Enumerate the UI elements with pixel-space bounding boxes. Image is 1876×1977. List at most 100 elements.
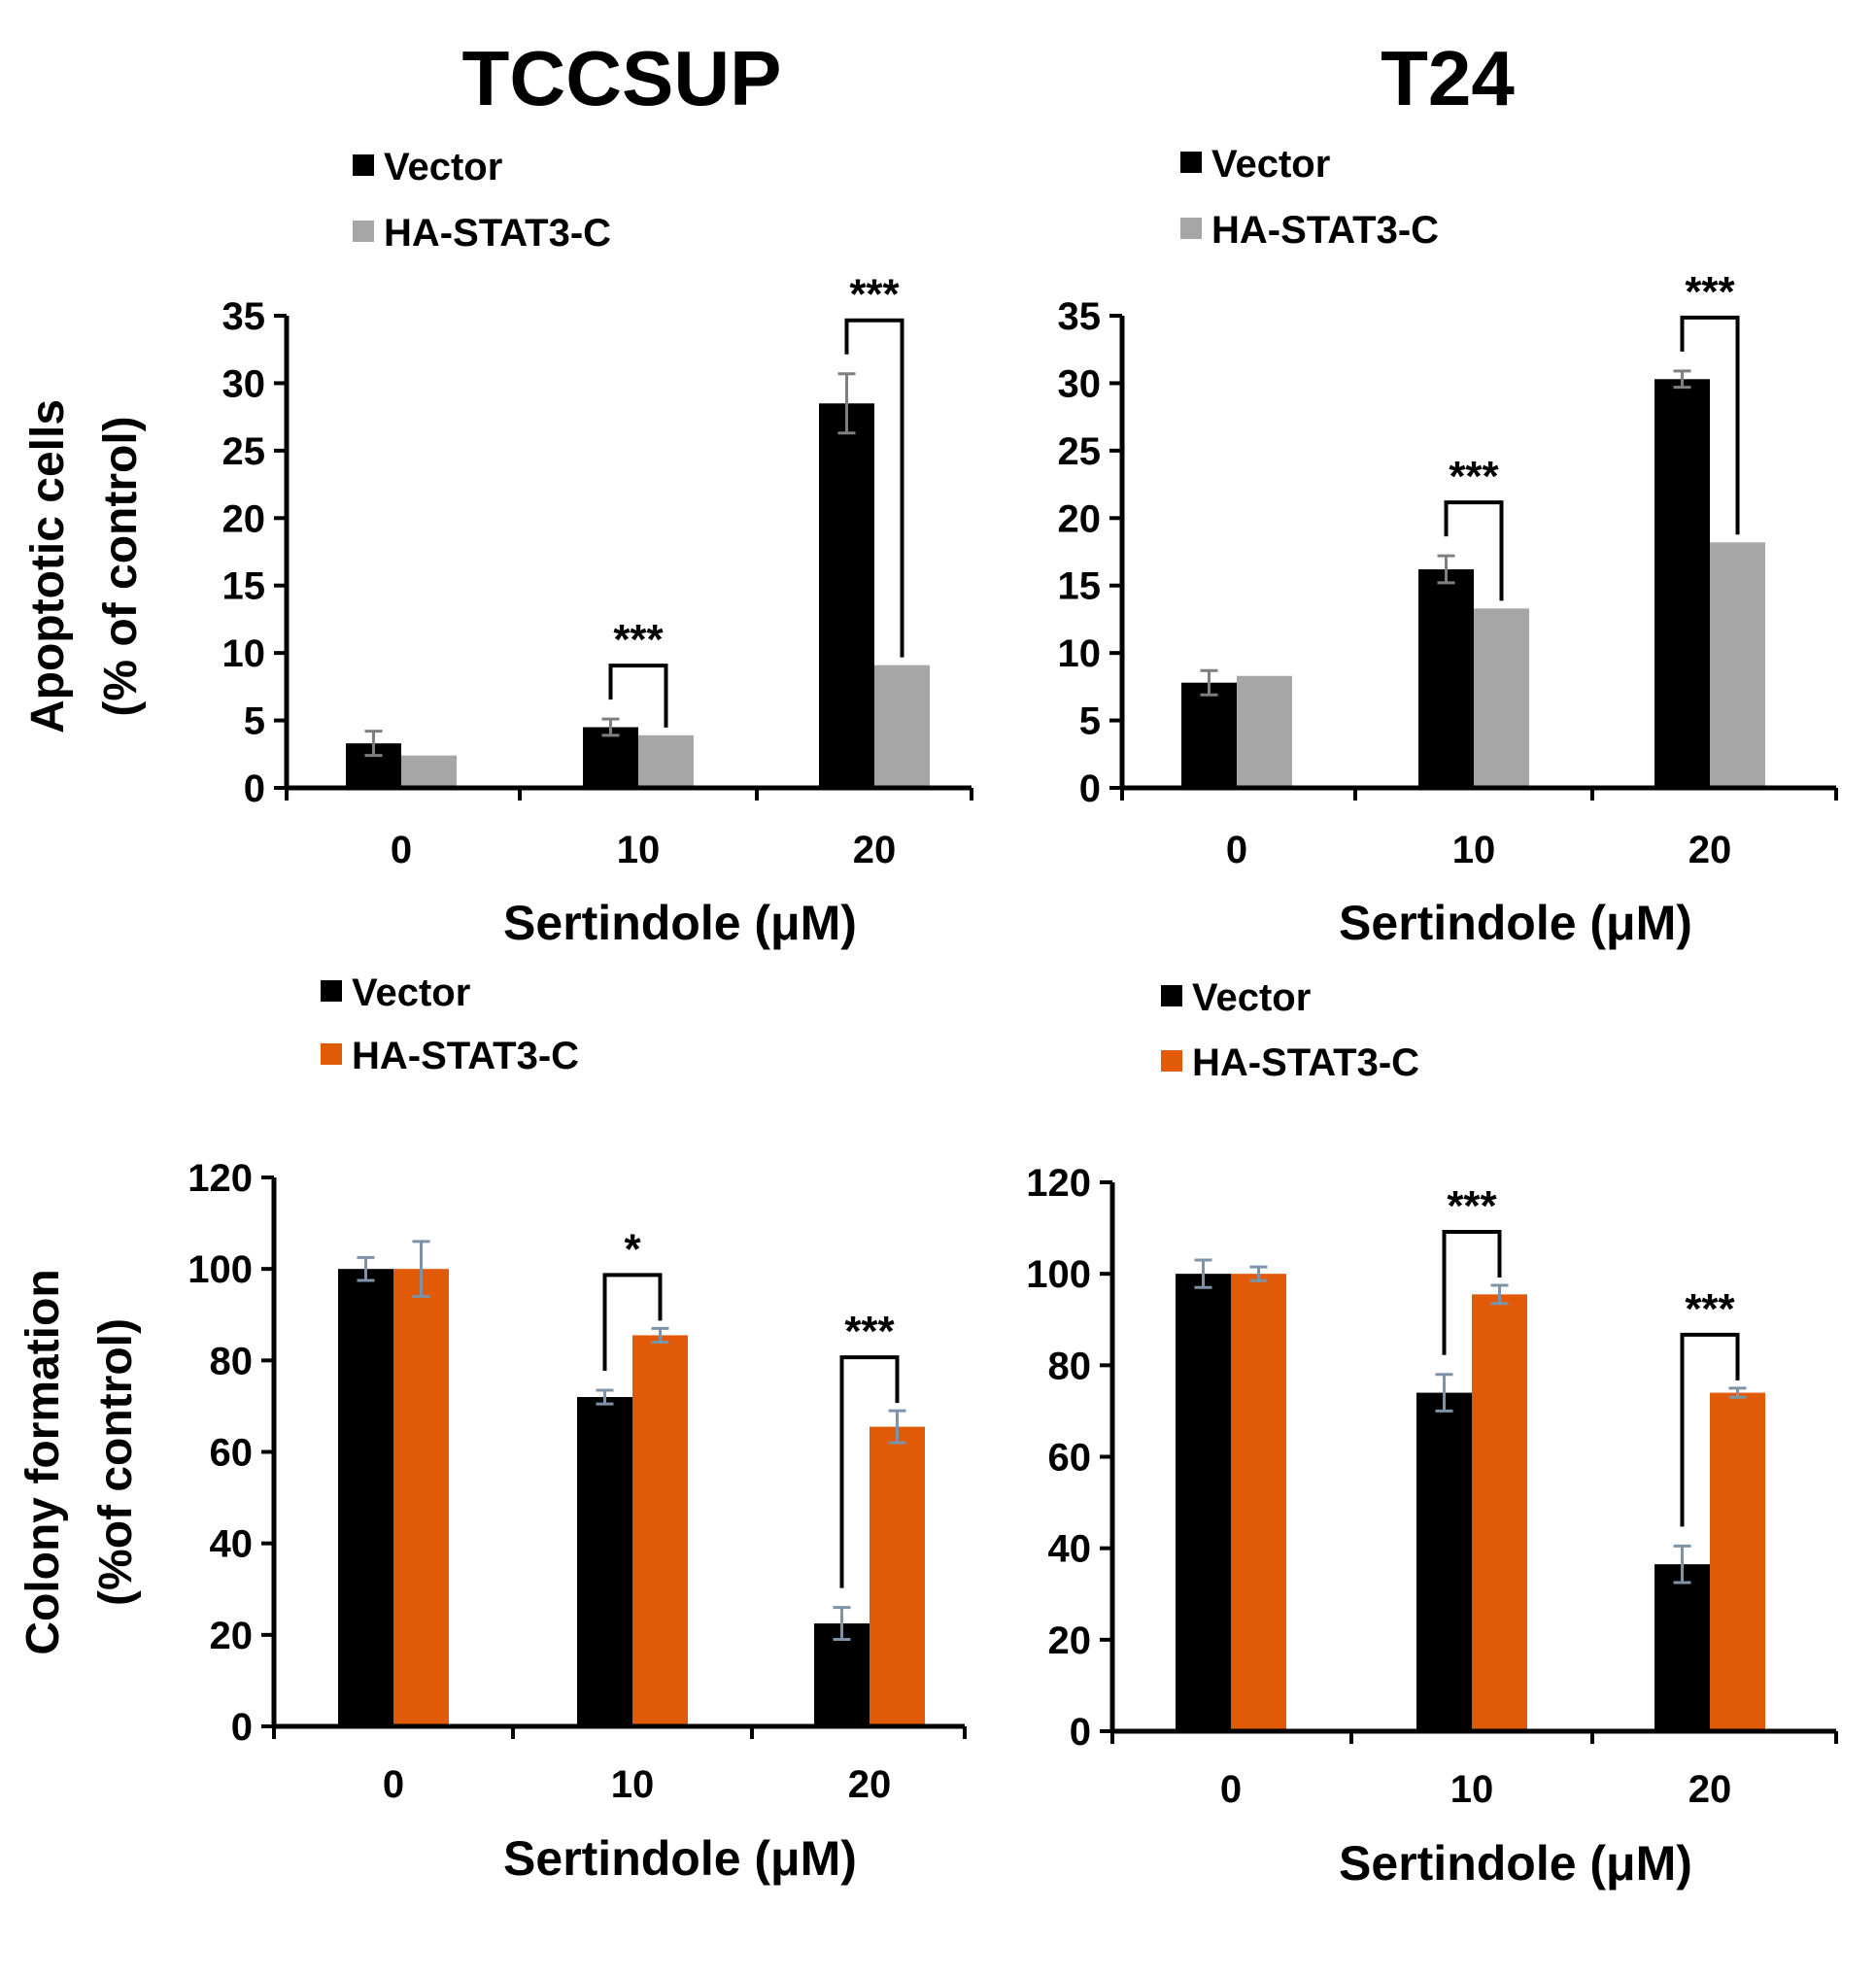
- legend-label-vector: Vector: [352, 971, 470, 1014]
- legend-label-ha-stat3-c: HA-STAT3-C: [1211, 209, 1439, 252]
- chart-panels: Vector HA-STAT3-C 0 5 10 15 20 25 30 35 0 10 20 Serti…: [17, 143, 1838, 1891]
- bracket-line: [1444, 500, 1504, 601]
- x-tick-label: 20: [853, 829, 897, 871]
- y-axis-label-line-1: Apoptotic cells: [22, 399, 74, 733]
- y-tick-label: 15: [222, 565, 266, 608]
- x-tick-label: 10: [617, 829, 661, 871]
- significance-stars: ***: [844, 1308, 895, 1355]
- bar-ha-stat3-c-10: [638, 734, 694, 788]
- bar-vector-20: [1654, 379, 1710, 788]
- bracket-line: [1680, 1332, 1740, 1527]
- error-bar-vector-10: [1435, 1373, 1453, 1413]
- y-tick-label: 60: [1048, 1437, 1092, 1480]
- chart-panel-top-left: Vector HA-STAT3-C 0 5 10 15 20 25 30 35 0 10 20 Serti…: [22, 146, 973, 950]
- legend-label-ha-stat3-c: HA-STAT3-C: [1192, 1041, 1419, 1084]
- bar-ha-stat3-c-0: [393, 1269, 449, 1726]
- legend-swatch-vector: [321, 980, 342, 1002]
- bar-vector-10: [1418, 569, 1474, 788]
- column-title-t24: T24: [1381, 35, 1515, 121]
- y-tick-label: 25: [1058, 430, 1102, 473]
- error-bar-ha-stat3-c-10: [651, 1326, 669, 1344]
- bracket-line: [839, 1355, 900, 1588]
- significance-bracket-10: [608, 664, 668, 728]
- error-bar-vector-0: [1194, 1258, 1212, 1289]
- significance-bracket-10: [1444, 500, 1504, 601]
- y-tick-label: 0: [1079, 767, 1101, 810]
- significance-bracket-10: [1442, 1229, 1502, 1355]
- y-tick-label: 40: [210, 1523, 254, 1566]
- y-tick-label: 100: [1026, 1253, 1091, 1296]
- bar-ha-stat3-c-20: [1710, 542, 1765, 788]
- error-bar-vector-10: [596, 1388, 614, 1406]
- error-bar-ha-stat3-c-0: [1249, 1265, 1268, 1282]
- y-tick-label: 35: [222, 295, 266, 338]
- significance-stars: ***: [1449, 453, 1499, 500]
- bar-vector-10: [577, 1397, 632, 1726]
- y-tick-label: 5: [244, 700, 265, 743]
- bar-vector-10: [1416, 1392, 1472, 1731]
- x-tick-label: 20: [848, 1763, 892, 1806]
- x-tick-label: 20: [1688, 829, 1732, 871]
- legend-label-vector: Vector: [384, 146, 502, 188]
- bar-ha-stat3-c-0: [1231, 1274, 1286, 1731]
- x-axis-label: Sertindole (μM): [1339, 1836, 1692, 1891]
- y-tick-label: 0: [1070, 1711, 1091, 1754]
- y-tick-label: 120: [1026, 1162, 1091, 1205]
- y-tick-label: 20: [210, 1615, 254, 1657]
- bracket-line: [602, 1273, 663, 1371]
- x-axis-label: Sertindole (μM): [503, 896, 857, 950]
- error-bar-vector-20: [1673, 369, 1691, 390]
- legend-swatch-ha-stat3-c: [353, 221, 374, 242]
- bar-ha-stat3-c-20: [1710, 1392, 1765, 1731]
- bracket-line: [608, 664, 668, 728]
- y-tick-label: 20: [1048, 1619, 1092, 1662]
- significance-bracket-20: [839, 1355, 900, 1588]
- legend-swatch-vector: [1161, 985, 1182, 1006]
- bar-ha-stat3-c-20: [874, 665, 930, 788]
- legend-label-ha-stat3-c: HA-STAT3-C: [384, 212, 611, 255]
- bar-vector-10: [583, 727, 638, 788]
- significance-bracket-10: [602, 1273, 663, 1371]
- significance-stars: ***: [613, 616, 664, 664]
- significance-stars: ***: [1685, 1285, 1735, 1333]
- significance-stars: ***: [849, 271, 900, 319]
- y-tick-label: 35: [1058, 295, 1102, 338]
- bar-vector-0: [1181, 682, 1237, 788]
- y-tick-label: 10: [222, 632, 266, 675]
- legend-swatch-ha-stat3-c: [321, 1043, 342, 1065]
- y-tick-label: 60: [210, 1432, 254, 1475]
- bar-vector-0: [1176, 1274, 1231, 1731]
- bar-vector-20: [1654, 1564, 1710, 1731]
- y-tick-label: 30: [222, 362, 266, 405]
- error-bar-ha-stat3-c-20: [888, 1409, 906, 1445]
- error-bar-ha-stat3-c-20: [1728, 1386, 1747, 1399]
- bar-ha-stat3-c-10: [1472, 1294, 1527, 1731]
- significance-bracket-20: [1680, 315, 1740, 535]
- y-tick-label: 80: [210, 1340, 254, 1382]
- y-axis-label-line-1: Colony formation: [17, 1269, 69, 1654]
- error-bar-vector-20: [837, 372, 856, 435]
- significance-stars: *: [624, 1225, 641, 1273]
- error-bar-vector-0: [1200, 668, 1218, 697]
- legend-swatch-ha-stat3-c: [1180, 218, 1202, 239]
- x-tick-label: 10: [1452, 829, 1496, 871]
- error-bar-vector-0: [364, 730, 383, 758]
- x-tick-label: 0: [1220, 1768, 1242, 1811]
- bar-vector-0: [338, 1269, 393, 1726]
- chart-panel-top-right: Vector HA-STAT3-C 0 5 10 15 20 25 30 35 0 10 20 Serti…: [1058, 143, 1838, 950]
- y-tick-label: 5: [1079, 700, 1101, 743]
- bracket-line: [1680, 315, 1740, 535]
- column-title-tccsup: TCCSUP: [462, 35, 782, 121]
- y-axis-label-line-2: (% of control): [95, 416, 147, 716]
- error-bar-vector-20: [833, 1606, 851, 1642]
- x-axis-label: Sertindole (μM): [1339, 896, 1692, 950]
- error-bar-vector-0: [357, 1255, 375, 1282]
- bracket-line: [844, 318, 904, 658]
- significance-bracket-20: [1680, 1332, 1740, 1527]
- y-tick-label: 80: [1048, 1345, 1092, 1387]
- y-tick-label: 0: [231, 1706, 253, 1749]
- legend-swatch-vector: [1180, 152, 1202, 173]
- significance-stars: ***: [1685, 268, 1735, 316]
- x-tick-label: 0: [391, 829, 412, 871]
